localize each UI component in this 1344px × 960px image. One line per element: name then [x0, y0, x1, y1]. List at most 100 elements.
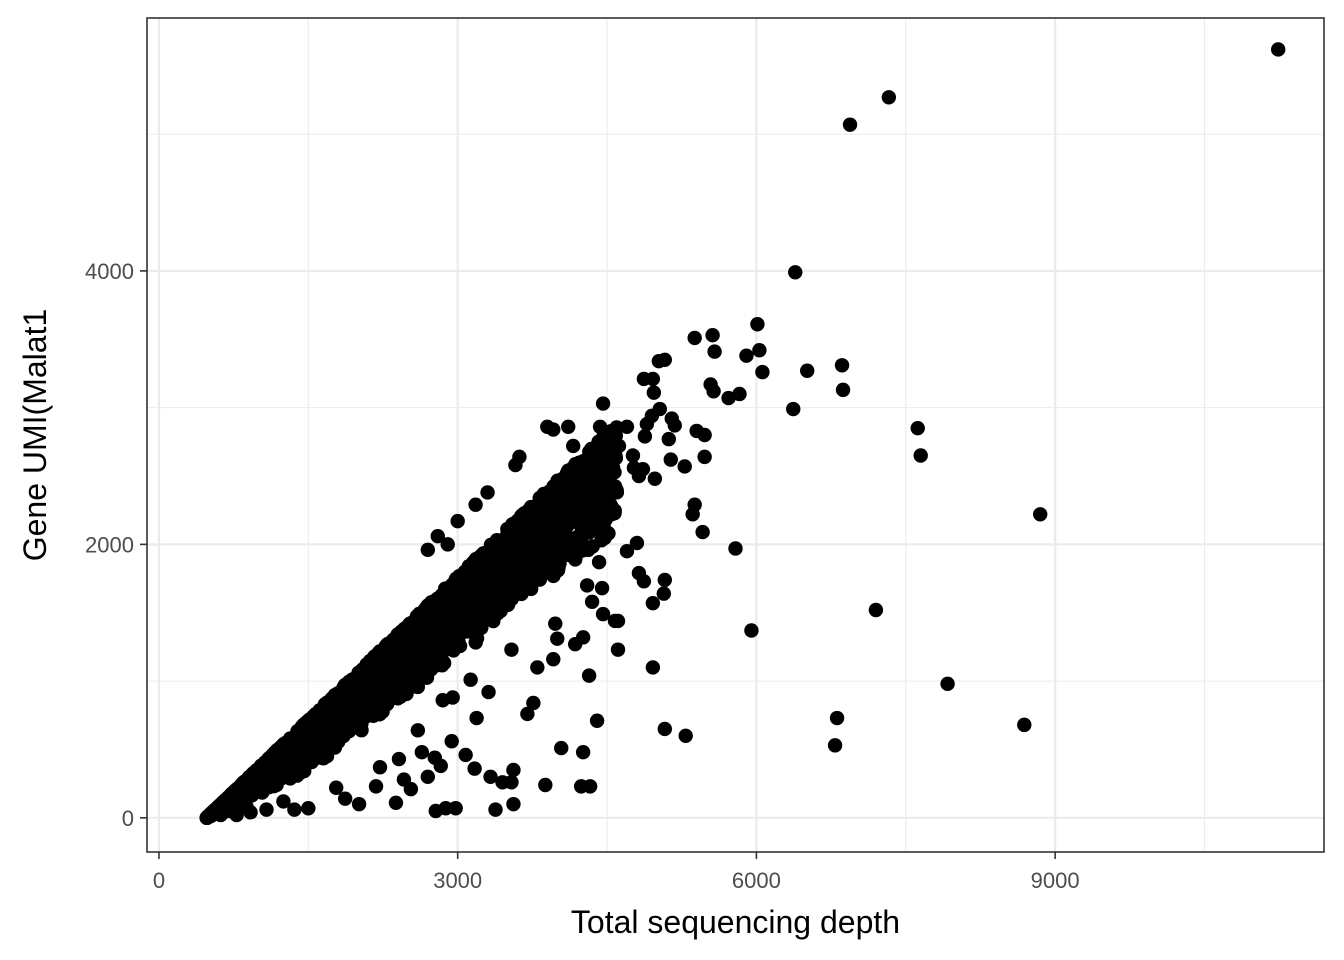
data-point — [420, 542, 436, 558]
data-point — [561, 547, 577, 563]
data-point — [610, 613, 626, 629]
data-point — [881, 90, 897, 105]
data-point — [697, 449, 712, 465]
data-point — [306, 714, 321, 729]
data-point — [336, 702, 351, 717]
data-point — [721, 390, 736, 406]
data-point — [402, 618, 417, 633]
data-point — [565, 438, 581, 454]
data-point — [604, 506, 620, 522]
data-point — [400, 674, 415, 690]
data-point — [488, 802, 503, 817]
data-point — [549, 517, 565, 532]
data-point — [579, 578, 595, 593]
data-point — [467, 761, 482, 776]
data-point — [418, 645, 434, 660]
data-point — [393, 689, 408, 705]
data-point — [567, 513, 582, 528]
data-point — [799, 363, 815, 378]
data-point — [635, 461, 651, 477]
data-point — [387, 662, 402, 677]
data-point — [262, 759, 277, 774]
data-point — [647, 471, 663, 486]
data-point — [516, 572, 532, 587]
x-tick-label: 9000 — [1031, 868, 1080, 893]
data-point — [644, 408, 660, 424]
data-point — [506, 762, 521, 778]
x-tick-label: 6000 — [732, 868, 781, 893]
data-point — [685, 507, 700, 522]
data-point — [677, 459, 692, 474]
data-point — [440, 537, 455, 552]
data-point — [595, 396, 611, 411]
data-point — [500, 547, 516, 562]
data-point — [574, 543, 590, 558]
x-axis-ticks: 0 3000 6000 9000 — [153, 852, 1080, 893]
data-point — [496, 594, 512, 609]
data-point — [438, 801, 453, 816]
data-point — [301, 801, 316, 816]
data-point — [530, 660, 545, 675]
data-point — [560, 492, 576, 507]
data-point — [563, 462, 578, 478]
data-point — [435, 693, 450, 708]
data-point — [583, 453, 599, 469]
data-point — [368, 779, 384, 794]
data-point — [463, 672, 478, 687]
data-point — [868, 602, 884, 618]
data-point — [426, 594, 442, 609]
data-point — [444, 734, 459, 749]
data-point — [707, 344, 722, 359]
data-point — [600, 494, 615, 509]
data-point — [645, 660, 661, 675]
data-point — [483, 769, 498, 785]
data-point — [403, 781, 419, 797]
data-point — [678, 728, 693, 743]
data-point — [296, 753, 312, 769]
data-point — [261, 775, 276, 790]
data-point — [434, 658, 450, 673]
x-tick-label: 3000 — [433, 868, 482, 893]
data-point — [637, 429, 653, 444]
data-point — [752, 343, 767, 358]
y-tick-label: 2000 — [85, 532, 134, 557]
x-axis-title: Total sequencing depth — [571, 904, 900, 940]
data-point — [448, 801, 463, 816]
data-point — [205, 805, 220, 820]
data-point — [619, 544, 635, 559]
data-point — [755, 364, 770, 380]
data-point — [531, 572, 546, 587]
data-point — [473, 558, 489, 573]
data-point — [589, 713, 605, 728]
data-point — [366, 659, 381, 674]
data-point — [480, 485, 495, 500]
data-point — [604, 452, 620, 467]
y-tick-label: 0 — [122, 806, 134, 831]
data-point — [687, 330, 702, 346]
data-point — [463, 578, 478, 594]
data-point — [584, 594, 600, 609]
data-point — [504, 642, 519, 657]
data-point — [441, 638, 456, 654]
data-point — [387, 640, 402, 655]
data-point — [705, 327, 720, 343]
data-point — [631, 565, 647, 581]
data-point — [532, 490, 547, 506]
data-point — [496, 582, 511, 598]
data-point — [526, 695, 541, 711]
data-point — [495, 775, 510, 790]
data-point — [584, 495, 599, 510]
data-point — [259, 802, 274, 817]
data-point — [575, 744, 591, 760]
data-point — [744, 623, 759, 638]
data-point — [458, 747, 473, 763]
data-point — [610, 642, 626, 657]
data-point — [354, 716, 369, 732]
data-point — [706, 384, 721, 399]
data-point — [287, 802, 302, 817]
data-point — [595, 606, 611, 622]
data-point — [420, 769, 436, 785]
y-axis-title: Gene UMI(Malat1 — [17, 309, 53, 562]
data-point — [1033, 507, 1048, 522]
data-point — [602, 482, 617, 498]
